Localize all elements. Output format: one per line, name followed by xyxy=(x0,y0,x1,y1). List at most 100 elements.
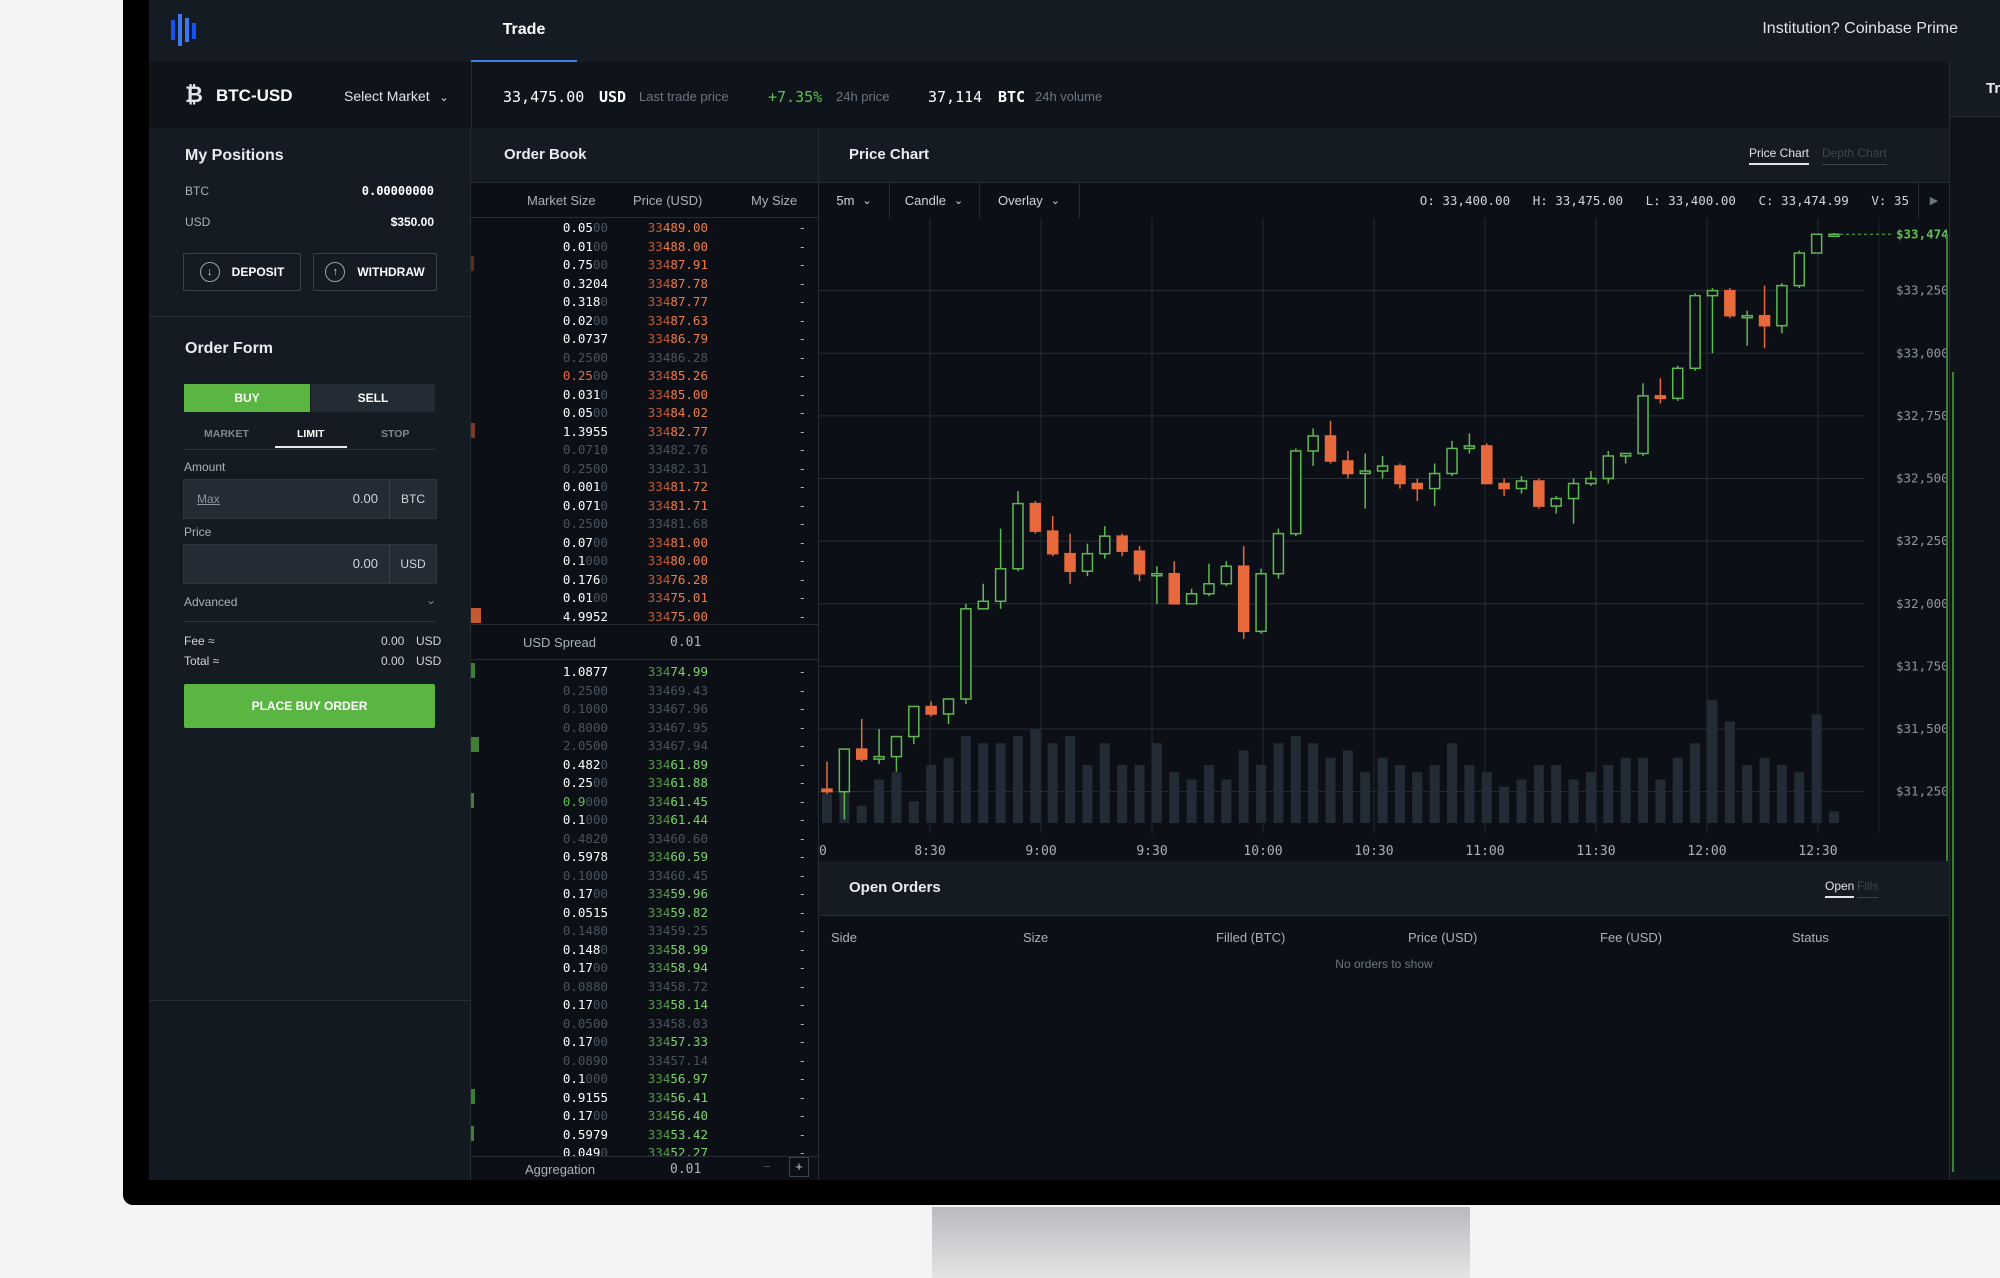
select-market-dropdown[interactable]: Select Market ⌄ xyxy=(344,88,449,104)
ask-row[interactable]: 0.0700 33481.00 - xyxy=(471,533,818,551)
volume-bar xyxy=(1134,765,1145,823)
advanced-toggle[interactable]: Advanced xyxy=(184,595,238,609)
candle-up xyxy=(1151,572,1163,577)
bid-row[interactable]: 0.8000 33467.95 - xyxy=(471,718,818,736)
amount-field[interactable]: Max 0.00 BTC xyxy=(183,479,437,519)
bid-row[interactable]: 0.5979 33453.42 - xyxy=(471,1125,818,1143)
bid-row[interactable]: 1.0877 33474.99 - xyxy=(471,662,818,680)
candlestick-chart[interactable]: 0 8:30 9:00 9:30 10:00 10:30 11:00 11:30 12:00 12… xyxy=(819,218,1949,861)
bid-row[interactable]: 2.0500 33467.94 - xyxy=(471,736,818,754)
tab-stop[interactable]: STOP xyxy=(381,428,410,440)
ask-row[interactable]: 0.0737 33486.79 - xyxy=(471,329,818,347)
bid-row[interactable]: 0.1000 33456.97 - xyxy=(471,1069,818,1087)
bid-row[interactable]: 0.1700 33458.94 - xyxy=(471,958,818,976)
volume-bar xyxy=(978,743,989,823)
y-tick-label: $33,250 xyxy=(1896,283,1949,298)
price-field[interactable]: 0.00 USD xyxy=(183,544,437,584)
volume-bar xyxy=(1377,757,1388,823)
col-my-size[interactable]: My Size xyxy=(751,193,798,208)
bid-row[interactable]: 0.1700 33457.33 - xyxy=(471,1032,818,1050)
buy-toggle[interactable]: BUY xyxy=(184,384,310,412)
bid-row[interactable]: 0.1000 33467.96 - xyxy=(471,699,818,717)
play-icon[interactable]: ▶ xyxy=(1918,182,1949,218)
bid-row[interactable]: 0.1000 33460.45 - xyxy=(471,866,818,884)
logo-icon[interactable] xyxy=(169,12,199,46)
ask-row[interactable]: 0.2500 33482.31 - xyxy=(471,459,818,477)
my-size: - xyxy=(798,294,806,309)
chevron-down-icon[interactable]: ⌄ xyxy=(426,593,437,607)
order-size: 0.4820 xyxy=(562,756,608,772)
bid-row[interactable]: 0.1700 33458.14 - xyxy=(471,995,818,1013)
bid-row[interactable]: 0.1700 33456.40 - xyxy=(471,1106,818,1124)
bid-row[interactable]: 0.0515 33459.82 - xyxy=(471,903,818,921)
bid-row[interactable]: 0.2500 33469.43 - xyxy=(471,681,818,699)
ask-row[interactable]: 0.3180 33487.77 - xyxy=(471,292,818,310)
ask-row[interactable]: 0.2500 33485.26 - xyxy=(471,366,818,384)
ask-row[interactable]: 0.1000 33480.00 - xyxy=(471,551,818,569)
bid-row[interactable]: 0.9155 33456.41 - xyxy=(471,1088,818,1106)
ask-row[interactable]: 0.0100 33475.01 - xyxy=(471,588,818,606)
max-link[interactable]: Max xyxy=(197,492,220,506)
candle-down xyxy=(1724,289,1736,317)
bid-row[interactable]: 0.1700 33459.96 - xyxy=(471,884,818,902)
bid-row[interactable]: 0.1480 33459.25 - xyxy=(471,921,818,939)
bid-row[interactable]: 0.4820 33460.60 - xyxy=(471,829,818,847)
order-size: 0.2500 xyxy=(562,516,608,531)
tab-trade[interactable]: Trade xyxy=(471,0,577,63)
ask-row[interactable]: 0.0310 33485.00 - xyxy=(471,385,818,403)
ask-row[interactable]: 0.7500 33487.91 - xyxy=(471,255,818,273)
order-price: 33458.94 xyxy=(647,960,708,975)
bid-row[interactable]: 0.9000 33461.45 - xyxy=(471,792,818,810)
order-size: 0.2500 xyxy=(562,349,608,365)
bid-row[interactable]: 0.0500 33458.03 - xyxy=(471,1014,818,1032)
institution-link[interactable]: Institution? Coinbase Prime xyxy=(1762,20,1958,37)
ask-row[interactable]: 0.0200 33487.63 - xyxy=(471,311,818,329)
market-selector[interactable]: ₿ BTC-USD Select Market ⌄ xyxy=(149,62,472,128)
bid-row[interactable]: 0.1000 33461.44 - xyxy=(471,810,818,828)
bid-row[interactable]: 0.0880 33458.72 - xyxy=(471,977,818,995)
ask-row[interactable]: 0.1760 33476.28 - xyxy=(471,570,818,588)
tab-market[interactable]: MARKET xyxy=(204,428,249,440)
ask-row[interactable]: 1.3955 33482.77 - xyxy=(471,422,818,440)
interval-dropdown[interactable]: 5m ⌄ xyxy=(819,182,890,218)
deposit-button[interactable]: ↓ DEPOSIT xyxy=(183,253,301,291)
aggregation-plus-button[interactable]: + xyxy=(789,1157,809,1177)
ask-row[interactable]: 0.3204 33487.78 - xyxy=(471,274,818,292)
order-price: 33461.45 xyxy=(647,793,708,809)
tab-price-chart[interactable]: Price Chart xyxy=(1749,146,1810,165)
order-price: 33486.28 xyxy=(647,349,708,365)
ask-row[interactable]: 0.2500 33486.28 - xyxy=(471,348,818,366)
volume-bar xyxy=(995,743,1006,823)
tab-limit[interactable]: LIMIT xyxy=(297,428,325,440)
aggregation-minus-button[interactable]: − xyxy=(763,1159,771,1174)
ask-row[interactable]: 0.0100 33488.00 - xyxy=(471,237,818,255)
bid-row[interactable]: 0.1480 33458.99 - xyxy=(471,940,818,958)
bid-row[interactable]: 0.2500 33461.88 - xyxy=(471,773,818,791)
ask-row[interactable]: 4.9952 33475.00 - xyxy=(471,607,818,625)
ask-row[interactable]: 0.0710 33481.71 - xyxy=(471,496,818,514)
ask-row[interactable]: 0.0500 33489.00 - xyxy=(471,218,818,236)
col-price[interactable]: Price (USD) xyxy=(633,193,703,208)
x-tick-label: 11:30 xyxy=(1576,844,1615,859)
withdraw-button[interactable]: ↑ WITHDRAW xyxy=(313,253,437,291)
ask-row[interactable]: 0.2500 33481.68 - xyxy=(471,514,818,532)
sell-toggle[interactable]: SELL xyxy=(311,384,435,412)
tab-fills[interactable]: Fills xyxy=(1857,879,1879,898)
volume-bar xyxy=(1325,757,1336,823)
bid-row[interactable]: 0.0890 33457.14 - xyxy=(471,1051,818,1069)
tab-depth-chart[interactable]: Depth Chart xyxy=(1822,146,1887,165)
ask-row[interactable]: 0.0010 33481.72 - xyxy=(471,477,818,495)
ask-row[interactable]: 0.0710 33482.76 - xyxy=(471,440,818,458)
place-buy-order-button[interactable]: PLACE BUY ORDER xyxy=(184,684,435,728)
volume-bar xyxy=(1273,743,1284,823)
ask-row[interactable]: 0.0500 33484.02 - xyxy=(471,403,818,421)
chart-type-dropdown[interactable]: Candle ⌄ xyxy=(889,182,980,218)
overlay-dropdown[interactable]: Overlay ⌄ xyxy=(979,182,1080,218)
ohlc-readout: O: 33,400.00 H: 33,475.00 L: 33,400.00 C… xyxy=(1420,193,1909,208)
bid-row[interactable]: 0.4820 33461.89 - xyxy=(471,755,818,773)
col-market-size[interactable]: Market Size xyxy=(527,193,596,208)
tab-open[interactable]: Open xyxy=(1825,879,1855,898)
chevron-down-icon: ⌄ xyxy=(439,92,449,104)
bid-row[interactable]: 0.5978 33460.59 - xyxy=(471,847,818,865)
depth-bar xyxy=(471,256,474,271)
